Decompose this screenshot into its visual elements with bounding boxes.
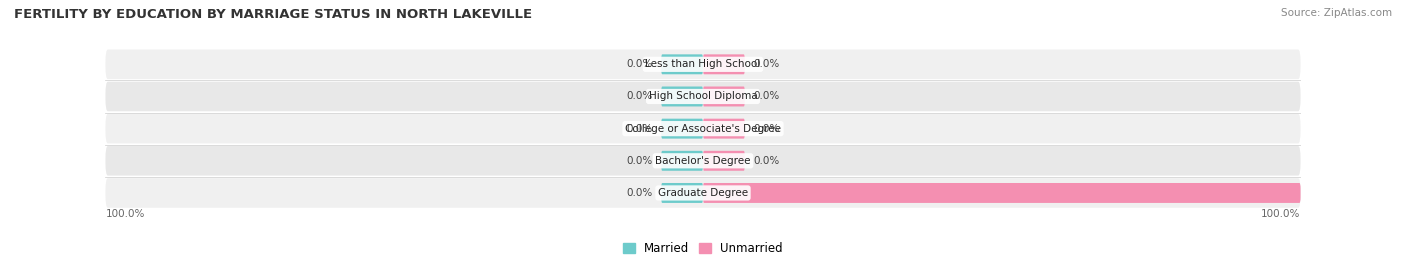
Text: 0.0%: 0.0% — [626, 188, 652, 198]
Text: 100.0%: 100.0% — [1261, 209, 1301, 219]
Text: 0.0%: 0.0% — [626, 59, 652, 69]
FancyBboxPatch shape — [105, 82, 1301, 111]
FancyBboxPatch shape — [105, 50, 1301, 79]
FancyBboxPatch shape — [703, 151, 745, 171]
Text: FERTILITY BY EDUCATION BY MARRIAGE STATUS IN NORTH LAKEVILLE: FERTILITY BY EDUCATION BY MARRIAGE STATU… — [14, 8, 533, 21]
Text: High School Diploma: High School Diploma — [648, 91, 758, 102]
Text: Less than High School: Less than High School — [645, 59, 761, 69]
FancyBboxPatch shape — [105, 178, 1301, 208]
Text: 0.0%: 0.0% — [754, 156, 780, 166]
Text: 100.0%: 100.0% — [105, 209, 145, 219]
Text: 0.0%: 0.0% — [626, 124, 652, 134]
FancyBboxPatch shape — [703, 183, 1301, 203]
FancyBboxPatch shape — [661, 54, 703, 74]
Text: 100.0%: 100.0% — [1309, 188, 1353, 198]
Text: 0.0%: 0.0% — [754, 59, 780, 69]
FancyBboxPatch shape — [703, 54, 745, 74]
FancyBboxPatch shape — [105, 114, 1301, 143]
Text: 0.0%: 0.0% — [754, 91, 780, 102]
Text: Source: ZipAtlas.com: Source: ZipAtlas.com — [1281, 8, 1392, 18]
Text: 0.0%: 0.0% — [626, 91, 652, 102]
Legend: Married, Unmarried: Married, Unmarried — [619, 237, 787, 259]
FancyBboxPatch shape — [703, 119, 745, 139]
Text: College or Associate's Degree: College or Associate's Degree — [626, 124, 780, 134]
FancyBboxPatch shape — [661, 119, 703, 139]
Text: Bachelor's Degree: Bachelor's Degree — [655, 156, 751, 166]
FancyBboxPatch shape — [661, 183, 703, 203]
Text: Graduate Degree: Graduate Degree — [658, 188, 748, 198]
FancyBboxPatch shape — [661, 151, 703, 171]
FancyBboxPatch shape — [105, 146, 1301, 176]
FancyBboxPatch shape — [703, 87, 745, 106]
Text: 0.0%: 0.0% — [626, 156, 652, 166]
Text: 0.0%: 0.0% — [754, 124, 780, 134]
FancyBboxPatch shape — [661, 87, 703, 106]
